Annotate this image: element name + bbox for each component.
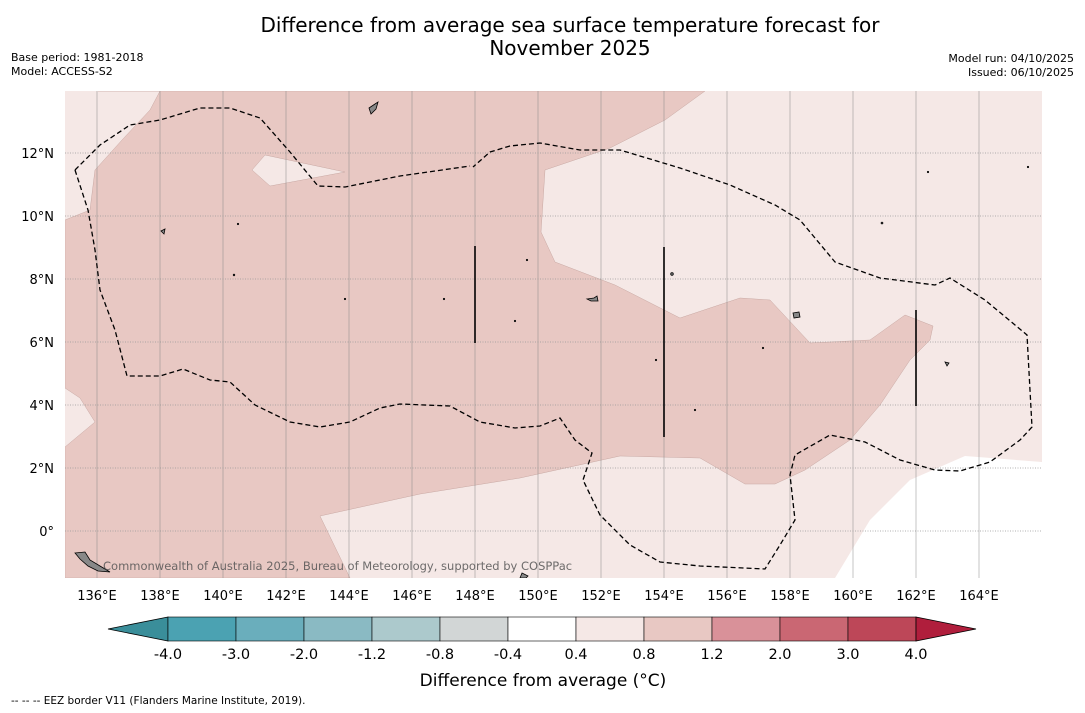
base-period: Base period: 1981-2018 [11, 51, 144, 64]
x-tick-label: 164°E [959, 589, 999, 604]
gridlines [65, 152, 1042, 532]
y-tick-label: 12°N [21, 147, 54, 162]
y-tick-label: 0° [39, 525, 54, 540]
x-tick-label: 144°E [329, 589, 369, 604]
map-plot [65, 91, 1042, 578]
colorbar-extend-min [107, 616, 169, 642]
colorbar-tick-label: -1.2 [358, 647, 386, 663]
colorbar [107, 616, 977, 642]
colorbar-extend-max [915, 616, 977, 642]
title-line-1: Difference from average sea surface temp… [260, 13, 880, 37]
colorbar-tick-label: -0.4 [494, 647, 522, 663]
y-tick-label: 6°N [30, 336, 55, 351]
meridians [96, 91, 980, 578]
colorbar-bin [507, 616, 577, 642]
eez-border [74, 107, 1033, 570]
x-tick-label: 136°E [77, 589, 117, 604]
x-tick-label: 140°E [203, 589, 243, 604]
colorbar-ticks: -4.0 -3.0 -2.0 -1.2 -0.8 -0.4 0.4 0.8 1.2 2.0 3.0 4… [154, 647, 928, 663]
colorbar-tick-label: -4.0 [154, 647, 182, 663]
colorbar-tick-label: 2.0 [768, 647, 791, 663]
footer-note: -- -- -- EEZ border V11 (Flanders Marine… [11, 695, 306, 707]
colorbar-tick-label: 0.4 [564, 647, 587, 663]
x-tick-label: 160°E [833, 589, 873, 604]
meta-left: Base period: 1981-2018 Model: ACCESS-S2 [11, 51, 143, 79]
meta-right: Model run: 04/10/2025 Issued: 06/10/2025 [948, 52, 1074, 80]
colorbar-bin [643, 616, 713, 642]
colorbar-tick-label: -0.8 [426, 647, 454, 663]
colorbar-tick-label: 1.2 [700, 647, 723, 663]
colorbar-bin [439, 616, 509, 642]
colorbar-tick-label: 4.0 [904, 647, 927, 663]
colorbar-bin [371, 616, 441, 642]
colorbar-tick-label: -2.0 [290, 647, 318, 663]
y-tick-label: 2°N [30, 462, 55, 477]
y-axis: 12°N 10°N 8°N 6°N 4°N 2°N 0° [21, 147, 54, 540]
colorbar-bin [235, 616, 305, 642]
islands [74, 101, 1030, 578]
anomaly-band-neutral [835, 456, 1042, 578]
title-line-2: November 2025 [489, 36, 651, 60]
map-title: Difference from average sea surface temp… [0, 14, 1085, 60]
copyright-text: Commonwealth of Australia 2025, Bureau o… [103, 559, 572, 573]
x-tick-label: 154°E [644, 589, 684, 604]
zone-markers [474, 246, 917, 437]
colorbar-bin [779, 616, 849, 642]
x-tick-label: 152°E [581, 589, 621, 604]
colorbar-bin [711, 616, 781, 642]
x-tick-label: 162°E [896, 589, 936, 604]
colorbar-bin [575, 616, 645, 642]
model-run: Model run: 04/10/2025 [948, 52, 1074, 65]
x-tick-label: 142°E [266, 589, 306, 604]
colorbar-bin [303, 616, 373, 642]
x-tick-label: 150°E [518, 589, 558, 604]
colorbar-bin [167, 616, 237, 642]
issued-date: Issued: 06/10/2025 [967, 66, 1074, 79]
colorbar-tick-label: 3.0 [836, 647, 859, 663]
x-tick-label: 158°E [770, 589, 810, 604]
colorbar-label: Difference from average (°C) [420, 671, 667, 691]
x-tick-label: 148°E [455, 589, 495, 604]
y-tick-label: 8°N [30, 273, 55, 288]
x-tick-label: 138°E [140, 589, 180, 604]
y-tick-label: 10°N [21, 210, 54, 225]
model-name: Model: ACCESS-S2 [11, 65, 113, 78]
x-tick-label: 146°E [392, 589, 432, 604]
y-tick-label: 4°N [30, 399, 55, 414]
colorbar-tick-label: 0.8 [632, 647, 655, 663]
x-tick-label: 156°E [707, 589, 747, 604]
x-axis: 136°E 138°E 140°E 142°E 144°E 146°E 148°… [77, 589, 999, 604]
colorbar-bin [847, 616, 917, 642]
colorbar-tick-label: -3.0 [222, 647, 250, 663]
